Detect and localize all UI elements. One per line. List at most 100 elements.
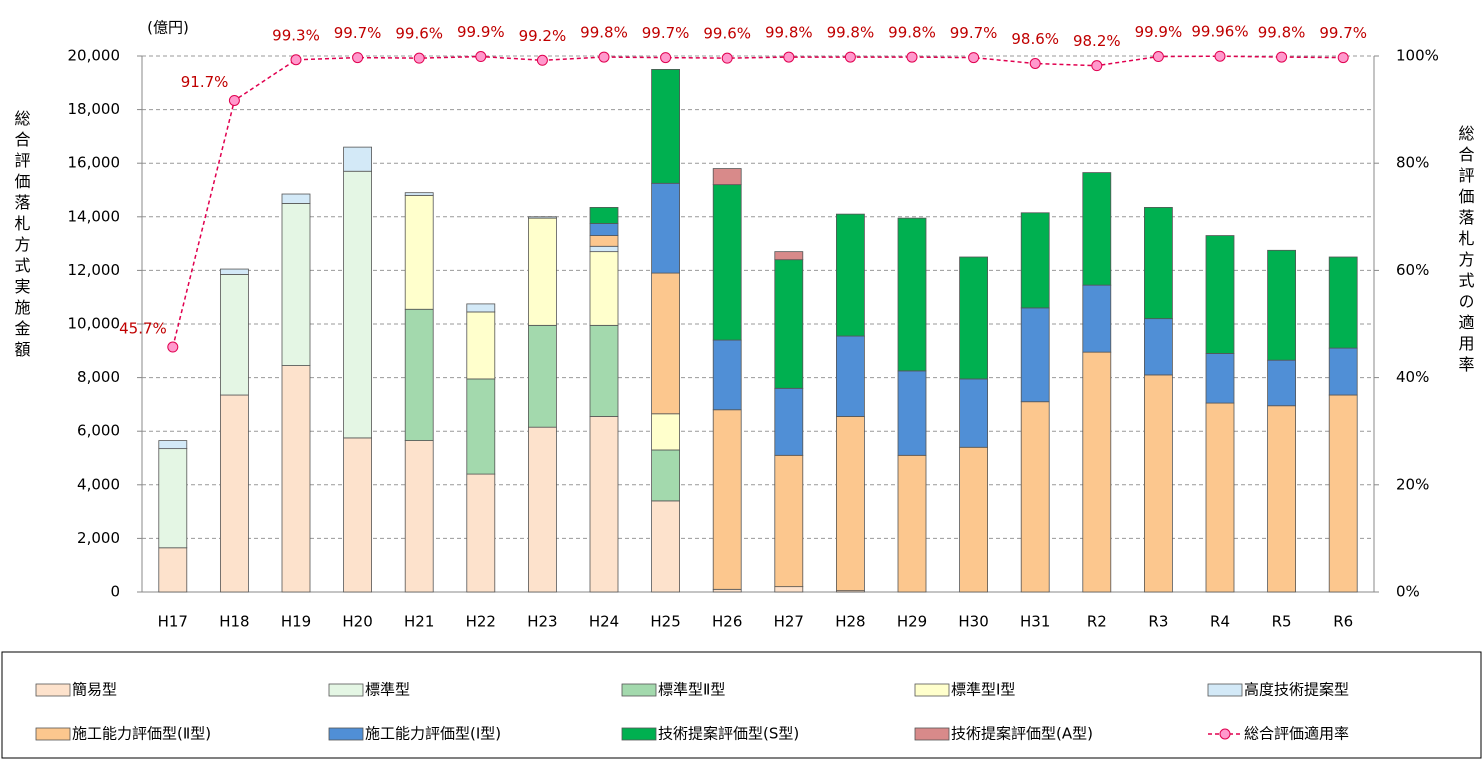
bar-segment [158,440,188,450]
legend-swatch [35,683,71,697]
bar-segment [836,335,865,417]
bar-segment [712,339,742,411]
legend-label: 技術提案評価型(S型) [658,725,799,743]
bar-segment [281,202,311,366]
bar-segment [219,274,249,396]
y-tick-label: 20,000 [68,47,121,65]
x-tick-label: H28 [835,613,865,631]
rate-label: 99.8% [765,24,813,42]
bar-segment [1020,401,1050,593]
bar-segment [466,473,496,593]
bar-segment [1205,402,1235,593]
rate-label: 91.7% [181,73,229,91]
rate-label: 99.8% [888,24,936,42]
bar-segment [959,446,988,593]
bar-segment [404,194,434,310]
bar-segment [1205,353,1235,404]
x-tick-label: H29 [897,613,927,631]
bar-segment [1020,307,1050,403]
rate-marker [906,51,918,63]
rate-line [172,55,1344,348]
y2-tick-label: 0% [1396,583,1420,601]
bar-segment [836,213,865,337]
rate-marker [721,52,733,64]
bar-segment [589,207,619,224]
x-tick-label: R2 [1087,613,1107,631]
bar-segment [466,378,496,475]
bar-segment [1082,351,1112,593]
bar-segment [466,311,496,380]
bar-segment [404,308,434,441]
x-tick-label: H20 [342,613,372,631]
rate-label: 99.7% [334,24,382,42]
x-tick-label: H18 [219,613,249,631]
rate-marker [783,51,795,63]
bar-segment [1144,207,1173,320]
bar-segment [589,324,619,417]
y-tick-label: 4,000 [77,475,120,493]
x-tick-label: H21 [404,613,434,631]
y-tick-label: 8,000 [77,368,120,386]
rate-label: 99.2% [519,27,567,45]
y-tick-label: 6,000 [77,422,120,440]
legend-marker [1219,728,1231,740]
rate-marker [1091,60,1103,72]
bar-segment [589,245,619,253]
bar-segment [528,217,557,326]
bar-segment [343,170,373,439]
rate-marker [1214,50,1226,62]
rate-marker [598,51,610,63]
legend-swatch [914,683,950,697]
legend-swatch [328,727,364,741]
bar-segment [651,413,680,451]
bar-segment [712,588,742,593]
legend-label: 簡易型 [72,681,117,699]
y-unit: (億円) [147,19,189,37]
legend-label: 標準型Ⅰ型 [951,681,1015,699]
legend-label: 施工能力評価型(Ⅰ型) [365,725,501,743]
x-tick-label: H22 [466,613,496,631]
x-tick-label: R3 [1148,613,1168,631]
bar-segment [589,416,619,593]
bar-segment [774,586,804,593]
rate-label: 99.8% [827,24,875,42]
legend-label: 高度技術提案型 [1244,681,1349,699]
bar-segment [774,259,804,389]
x-tick-label: H19 [281,613,311,631]
rate-label: 98.6% [1011,30,1059,48]
rate-marker [1337,52,1349,64]
legend-label: 技術提案評価型(A型) [951,725,1093,743]
bar-segment [1328,256,1358,349]
bar-segment [219,268,249,275]
rate-label: 99.9% [457,23,505,41]
rate-marker [290,54,302,66]
legend-label: 標準型 [365,681,410,699]
rate-label: 99.9% [1135,23,1183,41]
bar-segment [1205,235,1235,354]
legend-swatch [1207,683,1243,697]
legend-swatch [328,683,364,697]
bar-segment [528,324,557,428]
bar-segment [897,454,927,593]
bar-segment [959,256,988,380]
legend-box [1,651,1482,759]
bar-segment [528,426,557,593]
x-tick-label: H30 [958,613,988,631]
y-tick-label: 2,000 [77,529,120,547]
rate-label: 99.7% [1319,24,1367,42]
y2-tick-label: 80% [1396,154,1429,172]
bar-segment [1267,359,1296,407]
rate-label: 99.96% [1191,23,1248,41]
y2-tick-label: 40% [1396,368,1429,386]
rate-marker [352,52,364,64]
bar-segment [651,272,680,415]
rate-label: 99.8% [580,24,628,42]
x-tick-label: H24 [589,613,619,631]
rate-label: 99.7% [950,24,998,42]
bar-segment [774,454,804,588]
rate-marker [228,94,240,106]
bar-segment [343,437,373,593]
bar-segment [774,251,804,261]
bar-segment [1328,394,1358,593]
rate-label: 99.3% [272,26,320,44]
